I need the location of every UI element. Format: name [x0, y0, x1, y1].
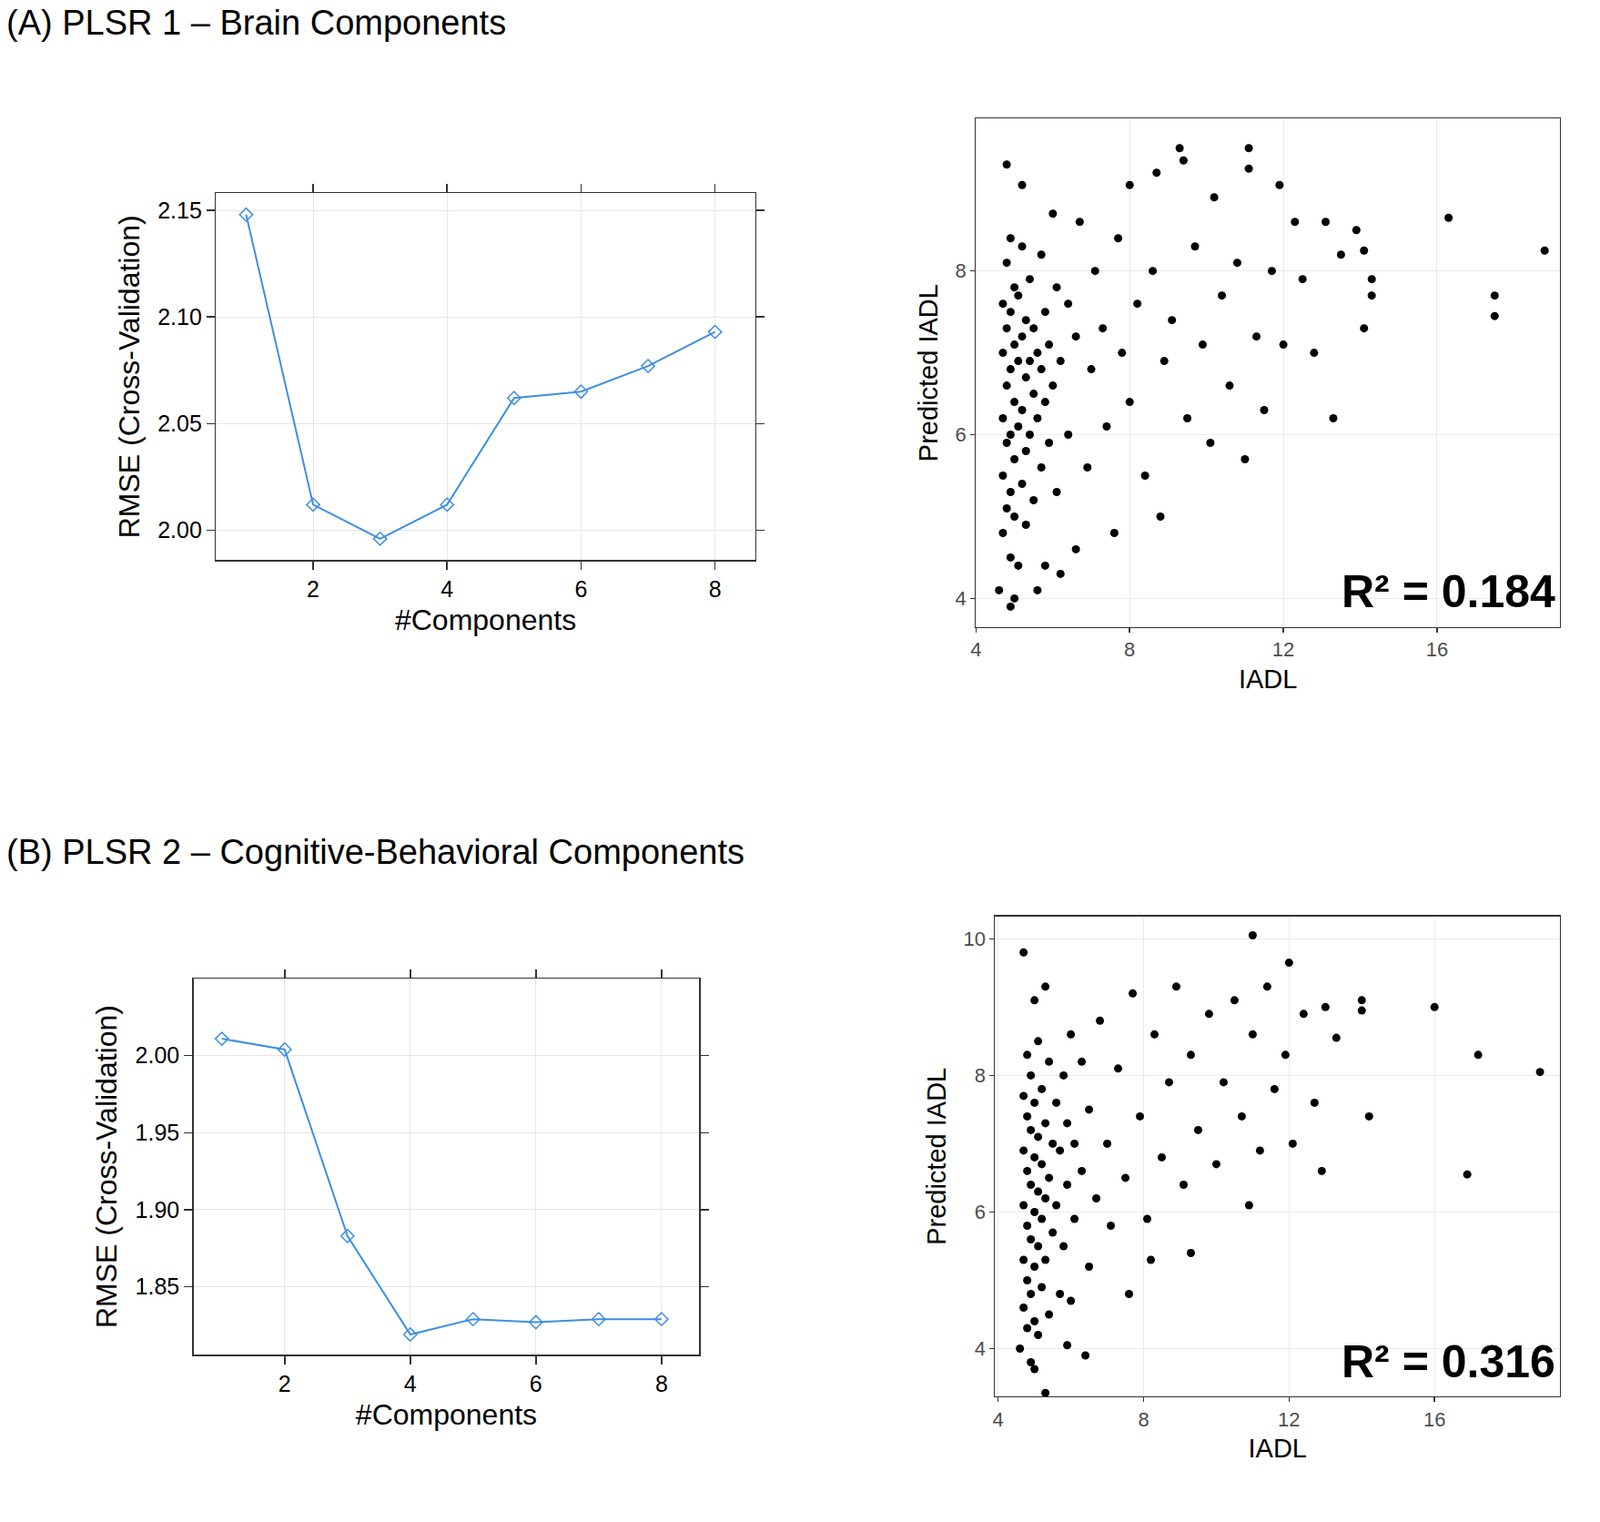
svg-text:2.05: 2.05	[157, 410, 203, 436]
svg-text:16: 16	[1426, 637, 1449, 661]
svg-text:8: 8	[974, 1063, 986, 1087]
svg-text:4: 4	[974, 1336, 986, 1360]
svg-text:1.90: 1.90	[135, 1196, 181, 1223]
svg-text:12: 12	[1272, 637, 1295, 661]
svg-text:RMSE (Cross-Validation): RMSE (Cross-Validation)	[90, 1004, 123, 1328]
svg-text:8: 8	[655, 1370, 669, 1397]
svg-text:4: 4	[992, 1407, 1004, 1431]
svg-text:1.95: 1.95	[135, 1119, 181, 1145]
svg-text:Predicted IADL: Predicted IADL	[913, 283, 943, 462]
svg-text:6: 6	[974, 1200, 986, 1224]
svg-text:6: 6	[574, 576, 588, 602]
svg-text:2: 2	[278, 1370, 292, 1397]
svg-text:4: 4	[440, 576, 454, 602]
svg-text:8: 8	[1124, 637, 1135, 661]
svg-text:R² = 0.184: R² = 0.184	[1341, 566, 1556, 618]
svg-text:12: 12	[1277, 1407, 1300, 1431]
svg-text:(B) PLSR 2 – Cognitive-Behavio: (B) PLSR 2 – Cognitive-Behavioral Compon…	[6, 832, 745, 871]
svg-text:IADL: IADL	[1238, 664, 1297, 694]
svg-text:RMSE (Cross-Validation): RMSE (Cross-Validation)	[112, 214, 146, 538]
svg-text:2.15: 2.15	[157, 197, 203, 223]
svg-text:#Components: #Components	[355, 1397, 537, 1431]
svg-text:8: 8	[708, 576, 722, 602]
svg-text:#Components: #Components	[394, 603, 577, 637]
svg-text:R² = 0.316: R² = 0.316	[1341, 1336, 1556, 1388]
svg-text:8: 8	[955, 259, 967, 283]
svg-text:16: 16	[1423, 1407, 1446, 1431]
svg-text:(A) PLSR 1 – Brain Components: (A) PLSR 1 – Brain Components	[6, 3, 507, 42]
svg-text:6: 6	[955, 423, 967, 446]
svg-text:4: 4	[955, 587, 967, 610]
svg-text:2.10: 2.10	[157, 303, 203, 330]
svg-text:IADL: IADL	[1248, 1433, 1307, 1463]
svg-text:10: 10	[962, 927, 985, 951]
svg-text:8: 8	[1137, 1407, 1149, 1431]
svg-text:2.00: 2.00	[157, 516, 203, 543]
svg-text:4: 4	[970, 637, 982, 661]
svg-text:2.00: 2.00	[135, 1042, 181, 1068]
svg-text:1.85: 1.85	[135, 1273, 181, 1299]
svg-text:Predicted IADL: Predicted IADL	[921, 1067, 952, 1246]
svg-text:6: 6	[529, 1370, 543, 1397]
svg-text:4: 4	[404, 1370, 417, 1397]
svg-text:2: 2	[306, 576, 320, 602]
